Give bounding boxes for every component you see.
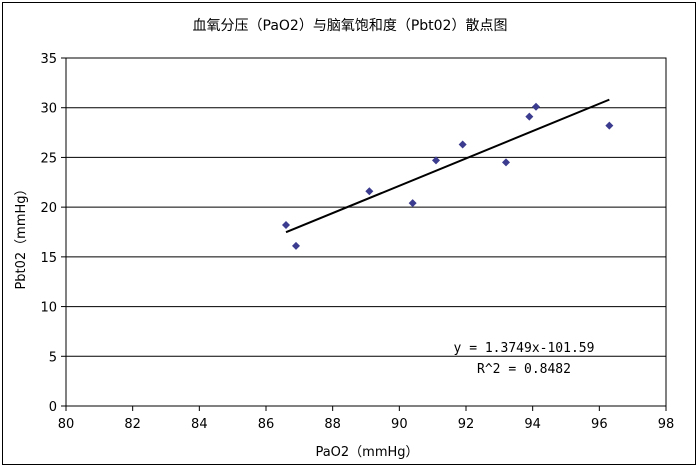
r-squared-label: R^2 = 0.8482 (477, 362, 571, 377)
trendline-equation: y = 1.3749x-101.59 (454, 341, 595, 356)
x-tick-label: 92 (458, 417, 475, 432)
x-axis-label: PaO2（mmHg） (315, 445, 418, 460)
x-tick-label: 90 (391, 417, 408, 432)
data-points (282, 102, 614, 250)
y-tick-label: 20 (40, 201, 57, 216)
x-tick-label: 88 (324, 417, 341, 432)
chart-frame: 血氧分压（PaO2）与脑氧饱和度（Pbt02）散点图 0 5 10 15 20 25 30 3… (2, 2, 696, 465)
y-tick-label: 5 (49, 350, 57, 365)
data-point (432, 156, 440, 165)
y-tick-label: 35 (40, 52, 57, 67)
x-tick-label: 80 (58, 417, 75, 432)
x-tick-label: 86 (258, 417, 275, 432)
y-axis-label: Pbt02（mmHg） (14, 182, 29, 289)
grid-lines (66, 57, 666, 357)
data-point (365, 187, 374, 196)
x-tick-label: 94 (524, 417, 541, 432)
y-axis-ticks: 0 5 10 15 20 25 30 35 (40, 52, 66, 415)
data-point (532, 102, 540, 111)
trendline (285, 98, 610, 234)
data-point (502, 158, 510, 167)
data-point (605, 121, 614, 130)
data-point (282, 221, 290, 230)
x-tick-label: 84 (191, 417, 208, 432)
y-tick-label: 10 (40, 301, 57, 316)
x-tick-label: 82 (124, 417, 141, 432)
y-tick-label: 0 (49, 400, 57, 415)
plot-area (65, 57, 667, 407)
x-axis-ticks: 80 82 84 86 88 90 92 94 96 98 (58, 406, 675, 432)
y-tick-label: 15 (40, 251, 57, 266)
x-tick-label: 96 (591, 417, 608, 432)
y-tick-label: 30 (40, 102, 57, 117)
x-tick-label: 98 (658, 417, 675, 432)
chart-title: 血氧分压（PaO2）与脑氧饱和度（Pbt02）散点图 (193, 18, 508, 34)
data-point (525, 112, 534, 121)
data-point (458, 140, 467, 149)
y-tick-label: 25 (40, 151, 57, 166)
data-point (292, 241, 300, 250)
scatter-chart: 血氧分压（PaO2）与脑氧饱和度（Pbt02）散点图 0 5 10 15 20 25 30 3… (14, 18, 675, 460)
data-point (408, 199, 417, 208)
